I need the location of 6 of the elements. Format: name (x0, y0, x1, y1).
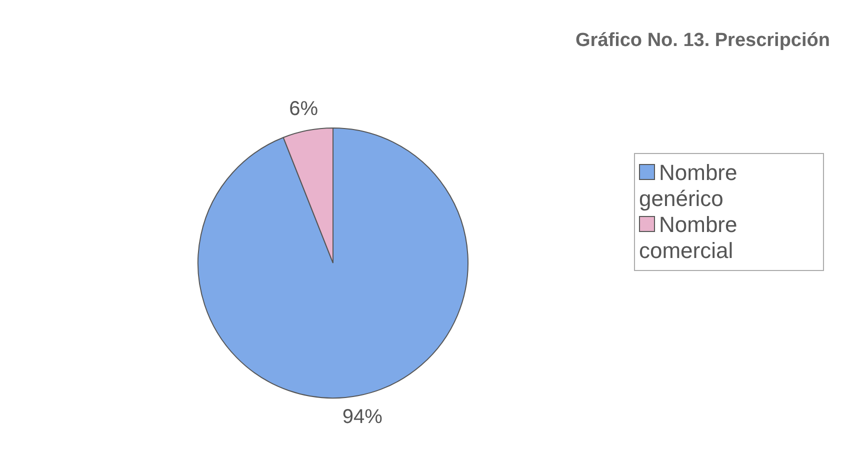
legend-label: Nombre comercial (639, 212, 738, 264)
legend-label: Nombre genérico (639, 160, 738, 212)
data-label: 6% (289, 98, 318, 120)
pie-slice (198, 128, 468, 398)
chart-title: Gráfico No. 13. Prescripción (576, 30, 830, 52)
data-label: 94% (342, 406, 383, 428)
